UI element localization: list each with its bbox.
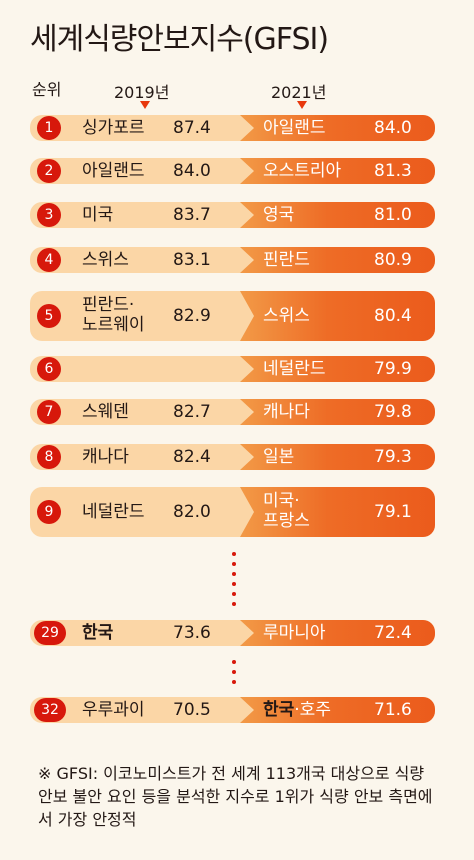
year-2019-header: 2019년 [114,83,170,102]
score-2019: 83.1 [173,250,211,270]
rank-badge: 2 [37,159,61,183]
country-2021-line2: 프랑스 [263,511,310,531]
score-2021: 84.0 [374,118,412,138]
country-2021-korea: 한국 [263,700,295,720]
footnote: ※ GFSI: 이코노미스트가 전 세계 113개국 대상으로 식량 안보 불안… [38,764,433,829]
country-2019: 한국 [82,623,114,643]
country-2021: 아일랜드 [263,118,326,138]
country-2019: 싱가포르 [82,118,145,138]
right-segment [240,620,435,646]
rank-header: 순위 [32,80,62,99]
right-segment [240,247,435,273]
score-2019: 83.7 [173,205,211,225]
rank-badge: 8 [37,445,61,469]
right-segment [240,356,435,382]
rank-row-1: 1 싱가포르 87.4 아일랜드 84.0 [30,115,435,141]
right-segment [240,444,435,470]
rank-row-6: 6 네덜란드 79.9 [30,356,435,382]
country-2021: 한국·호주 [263,700,331,720]
rank-badge: 9 [37,500,61,524]
rank-badge: 1 [37,116,61,140]
rank-badge: 3 [37,203,61,227]
right-segment [240,487,435,537]
score-2021: 81.0 [374,205,412,225]
rank-badge: 29 [34,621,66,645]
country-2019: 우루과이 [82,700,145,720]
rank-row-7: 7 스웨덴 82.7 캐나다 79.8 [30,399,435,425]
rank-badge: 7 [37,400,61,424]
rank-badge: 32 [34,698,66,722]
page-title: 세계식량안보지수(GFSI) [30,22,329,57]
rank-row-29: 29 한국 73.6 루마니아 72.4 [30,620,435,646]
right-segment [240,115,435,141]
score-2019: 82.0 [173,502,211,522]
score-2021: 80.4 [374,306,412,326]
rank-row-9: 9 네덜란드 82.0 미국· 프랑스 79.1 [30,487,435,537]
country-2021: 미국· 프랑스 [263,491,310,531]
country-2021: 오스트리아 [263,161,342,181]
score-2019: 73.6 [173,623,211,643]
rank-badge: 4 [37,248,61,272]
country-2019: 핀란드· 노르웨이 [82,295,145,335]
rank-row-4: 4 스위스 83.1 핀란드 80.9 [30,247,435,273]
score-2021: 79.1 [374,502,412,522]
score-2019: 82.9 [173,306,211,326]
right-segment [240,202,435,228]
score-2021: 81.3 [374,161,412,181]
country-2019: 아일랜드 [82,161,145,181]
score-2019: 87.4 [173,118,211,138]
country-2021: 영국 [263,205,295,225]
country-2019: 캐나다 [82,447,129,467]
rank-row-5: 5 핀란드· 노르웨이 82.9 스위스 80.4 [30,291,435,341]
country-2021: 핀란드 [263,250,310,270]
rank-row-3: 3 미국 83.7 영국 81.0 [30,202,435,228]
country-2019: 미국 [82,205,114,225]
score-2021: 72.4 [374,623,412,643]
right-segment [240,158,435,184]
score-2021: 80.9 [374,250,412,270]
country-2021: 네덜란드 [263,359,326,379]
country-2021: 캐나다 [263,402,310,422]
rank-badge: 6 [37,357,61,381]
score-2021: 79.3 [374,447,412,467]
rank-row-8: 8 캐나다 82.4 일본 79.3 [30,444,435,470]
score-2021: 79.9 [374,359,412,379]
country-2021-australia: ·호주 [294,700,331,720]
rank-row-2: 2 아일랜드 84.0 오스트리아 81.3 [30,158,435,184]
score-2019: 84.0 [173,161,211,181]
score-2019: 82.7 [173,402,211,422]
country-2019: 네덜란드 [82,502,145,522]
right-segment [240,399,435,425]
country-2019: 스웨덴 [82,402,129,422]
ellipsis-dots-icon [232,552,236,612]
arrow-2019-icon [140,101,150,109]
score-2021: 71.6 [374,700,412,720]
country-2021: 스위스 [263,306,310,326]
country-2019-line2: 노르웨이 [82,315,145,335]
score-2019: 70.5 [173,700,211,720]
country-2021: 일본 [263,447,295,467]
right-segment [240,291,435,341]
country-2021-line1: 미국· [263,491,300,511]
right-segment [240,697,435,723]
score-2019: 82.4 [173,447,211,467]
ellipsis-dots-icon [232,660,236,690]
rank-row-32: 32 우루과이 70.5 한국·호주 71.6 [30,697,435,723]
country-2019: 스위스 [82,250,129,270]
arrow-2021-icon [297,101,307,109]
year-2021-header: 2021년 [271,83,327,102]
rank-badge: 5 [37,304,61,328]
score-2021: 79.8 [374,402,412,422]
country-2019-line1: 핀란드· [82,295,135,315]
country-2021: 루마니아 [263,623,326,643]
